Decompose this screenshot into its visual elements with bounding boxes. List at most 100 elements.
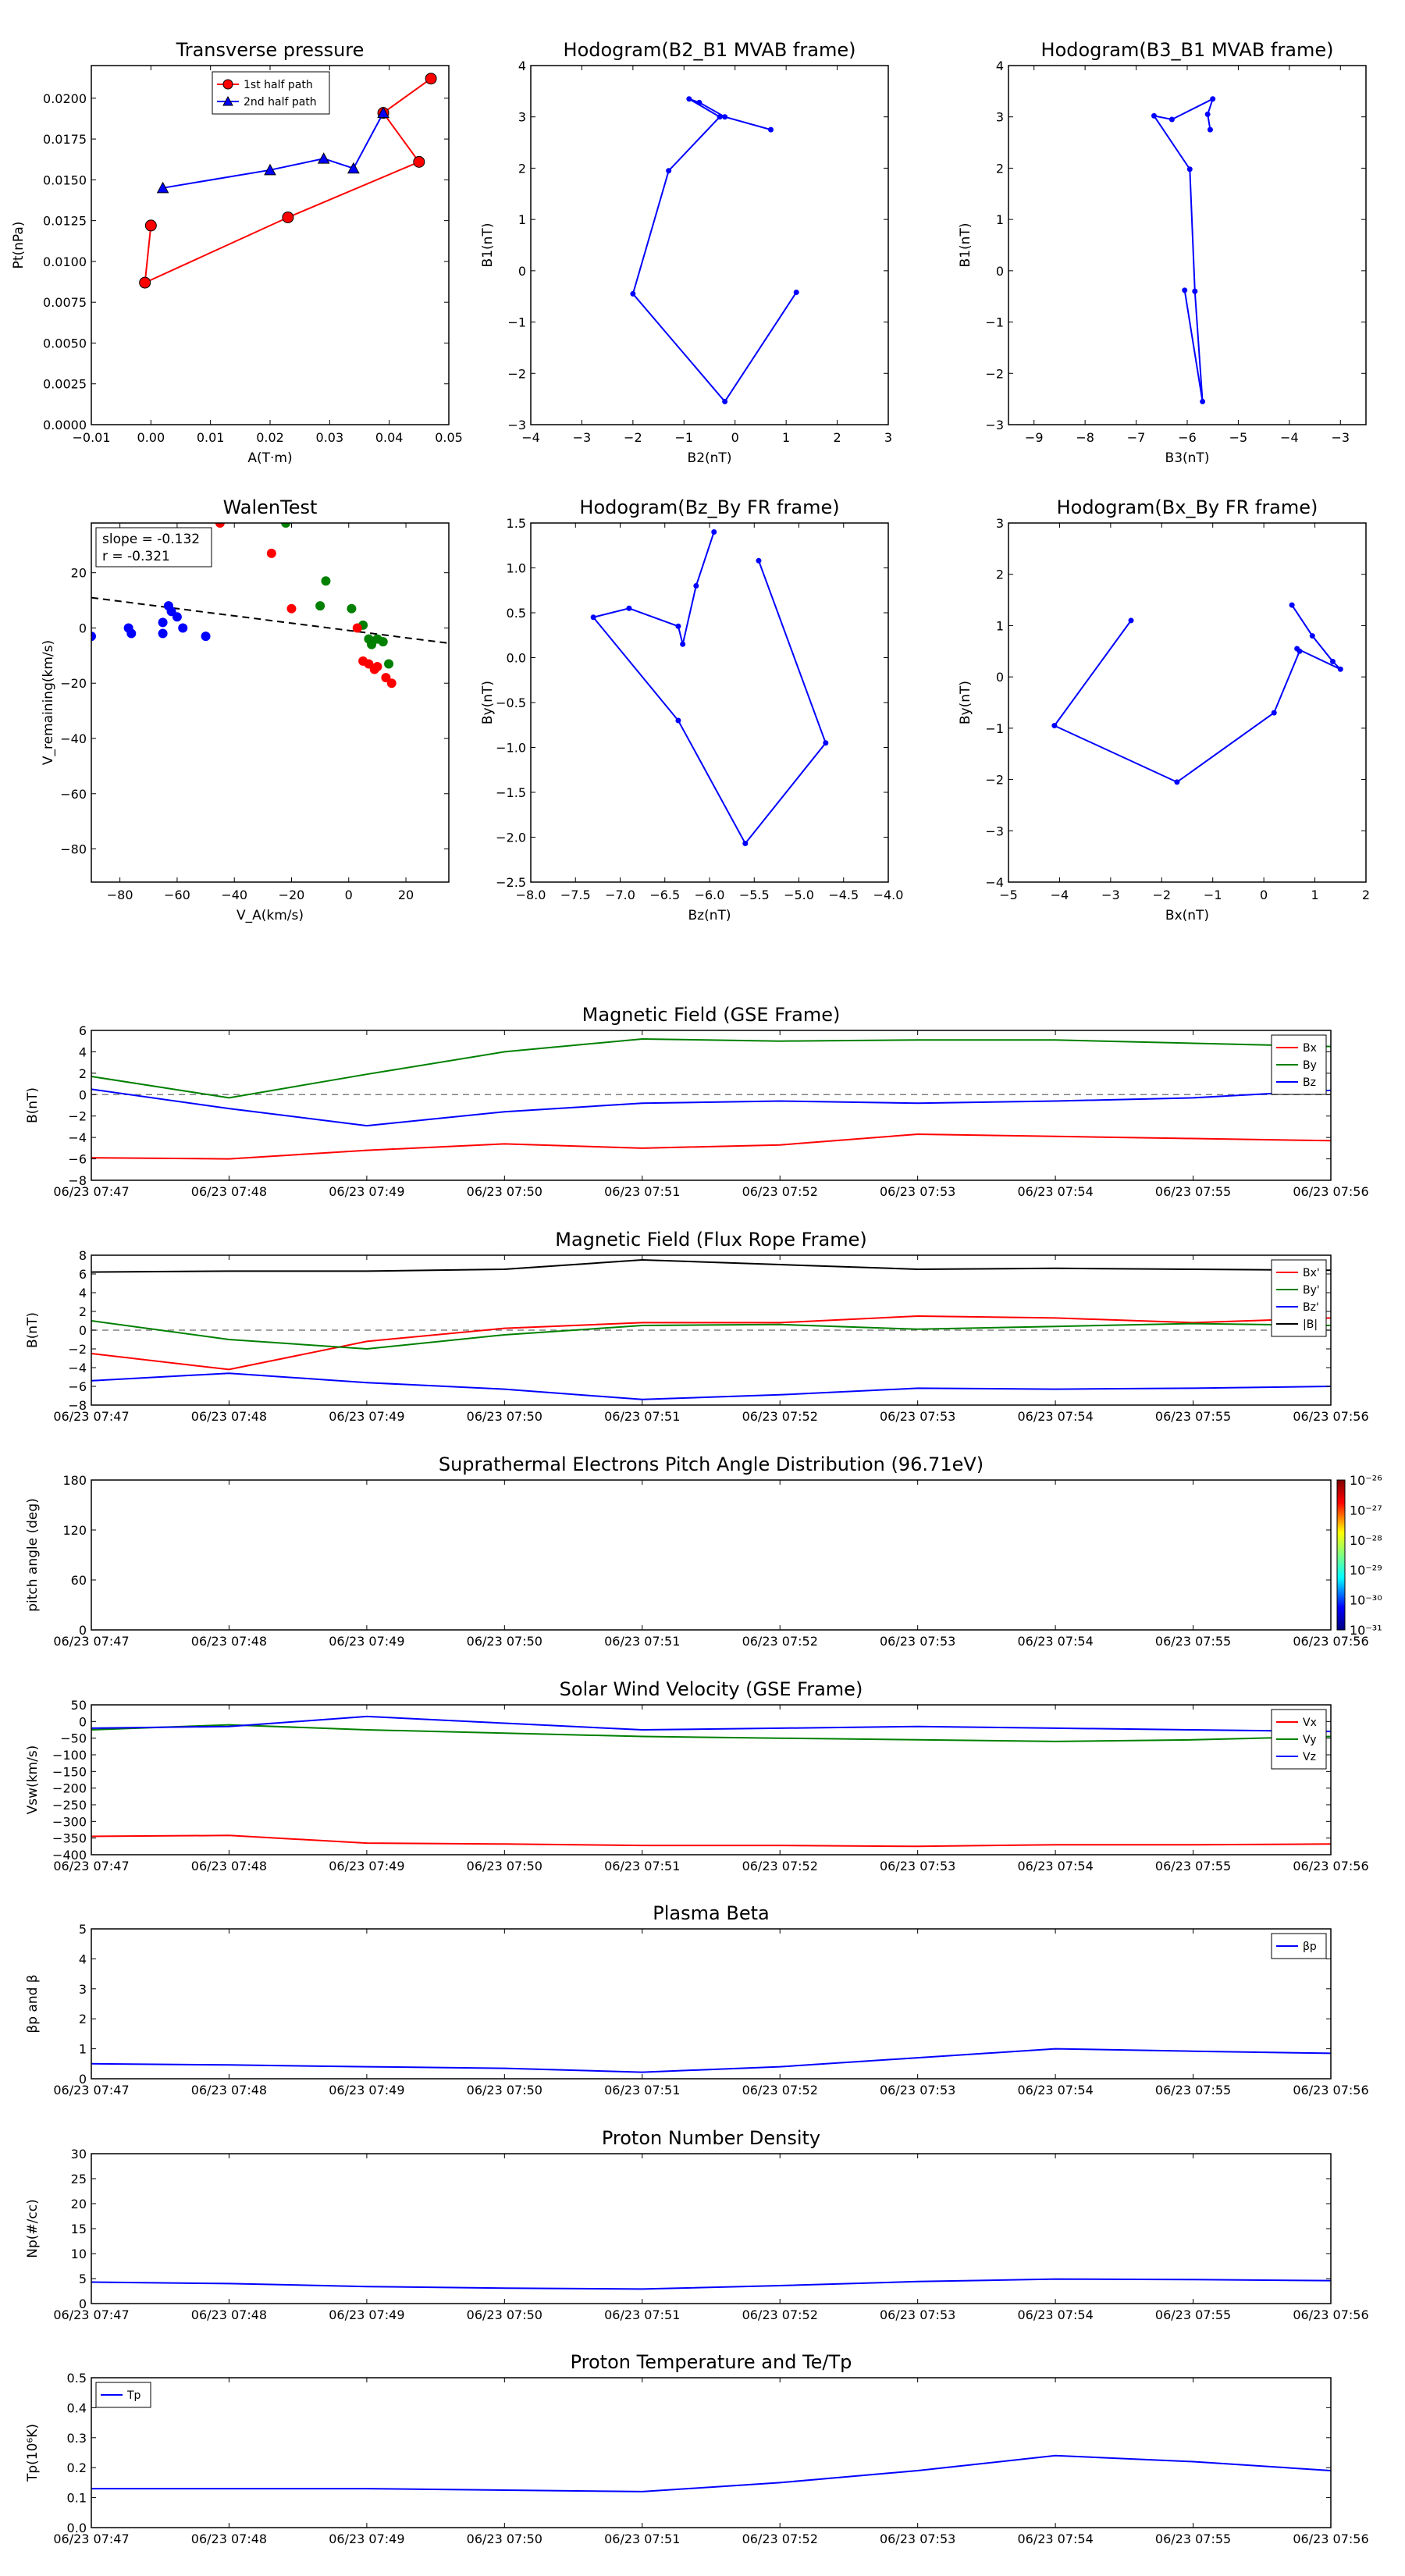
plot-frame (91, 1254, 1332, 1406)
y-tick-label: 1 (518, 212, 526, 227)
y-axis-label: Np(#/cc) (25, 2199, 41, 2258)
chart-title: Suprathermal Electrons Pitch Angle Distr… (439, 1453, 984, 1475)
y-tick-label: 0 (79, 1714, 87, 1729)
data-point (201, 632, 211, 642)
y-axis-label: pitch angle (deg) (25, 1498, 41, 1612)
series-line-1 (91, 1724, 1331, 1742)
x-tick-label: 06/23 07:55 (1155, 1184, 1231, 1199)
y-tick-label: 15 (71, 2222, 87, 2236)
x-tick-label: 06/23 07:48 (191, 1634, 267, 1649)
data-layer (91, 1037, 1331, 1160)
x-tick-label: 06/23 07:50 (467, 1184, 542, 1199)
y-tick-label: 0.2 (67, 2460, 87, 2475)
y-tick-label: −1.5 (496, 785, 526, 800)
y-tick-label: 0.5 (67, 2371, 87, 2386)
data-point (696, 99, 702, 105)
x-tick-label: 06/23 07:56 (1293, 2532, 1368, 2546)
x-tick-label: −4 (1051, 888, 1069, 902)
data-point (178, 623, 188, 633)
y-tick-label: −300 (52, 1814, 87, 1829)
y-tick-label: 0 (79, 1623, 87, 1638)
data-point (1051, 723, 1058, 729)
data-point (1337, 666, 1343, 672)
y-tick-label: 30 (71, 2147, 87, 2161)
plot-frame (91, 1479, 1332, 1631)
y-tick-label: 25 (71, 2172, 87, 2186)
x-tick-label: 0.02 (256, 430, 284, 445)
plot-frame (530, 522, 889, 883)
data-point (742, 841, 749, 847)
x-tick-label: 06/23 07:54 (1017, 2307, 1093, 2322)
y-tick-label: −4 (68, 1130, 87, 1145)
x-tick-label: 06/23 07:54 (1017, 1634, 1093, 1649)
legend: Bx By Bz (1271, 1034, 1327, 1095)
x-tick-label: −1 (1204, 888, 1222, 902)
series-line-2 (91, 1372, 1331, 1400)
data-point (1294, 646, 1300, 652)
chart-vsw: Solar Wind Velocity (GSE Frame) 06/23 07:… (25, 1678, 1369, 1873)
data-point (1210, 96, 1216, 102)
data-point (158, 617, 168, 628)
series-line-1 (91, 1320, 1331, 1350)
y-tick-label: 0.0025 (43, 377, 87, 392)
x-tick-label: 20 (398, 888, 414, 902)
x-tick-label: 06/23 07:47 (53, 1184, 129, 1199)
x-tick-label: 06/23 07:47 (53, 2532, 129, 2546)
x-tick-label: 0.05 (435, 430, 463, 445)
legend-label: By (1303, 1059, 1317, 1072)
x-tick-label: 06/23 07:55 (1155, 2532, 1231, 2546)
x-axis-label: B2(nT) (688, 450, 732, 466)
x-tick-label: −2 (624, 430, 642, 445)
y-tick-label: −0.5 (496, 696, 526, 710)
chart-h2: Hodogram(B3_B1 MVAB frame) −9 −8 −7 −6 −5 −4 −3… (958, 39, 1367, 466)
x-tick-label: −4.0 (873, 888, 904, 902)
x-tick-label: 1 (1311, 888, 1318, 902)
x-tick-label: 06/23 07:56 (1293, 2307, 1368, 2322)
x-tick-label: −7.5 (560, 888, 591, 902)
y-axis-label: Vsw(km/s) (25, 1745, 41, 1815)
legend: Tp (95, 2382, 151, 2408)
data-point (139, 276, 151, 289)
x-tick-label: 06/23 07:50 (467, 2532, 542, 2546)
data-point (1271, 710, 1277, 716)
x-axis-label: A(T·m) (247, 450, 292, 466)
x-tick-label: 06/23 07:51 (604, 2307, 680, 2322)
x-tick-label: 06/23 07:50 (467, 2083, 542, 2097)
data-point (1207, 126, 1213, 133)
y-tick-label: 2 (996, 161, 1004, 176)
y-tick-label: −50 (60, 1731, 87, 1746)
x-tick-label: 06/23 07:55 (1155, 1634, 1231, 1649)
y-tick-label: 0.1 (67, 2491, 87, 2506)
y-tick-label: −150 (52, 1764, 87, 1779)
data-point (282, 211, 294, 223)
x-tick-label: −0.01 (72, 430, 110, 445)
series-line-0 (144, 77, 432, 284)
chart-title: Plasma Beta (653, 1902, 769, 1924)
data-point (378, 637, 388, 647)
legend-label: Bx (1303, 1042, 1317, 1055)
data-point (793, 289, 799, 295)
legend-label: 1st half path (244, 79, 313, 91)
data-point (158, 628, 168, 639)
y-tick-label: 0 (996, 670, 1004, 685)
y-tick-label: 1.5 (507, 516, 526, 531)
x-tick-label: −4 (521, 430, 540, 445)
x-tick-label: 06/23 07:55 (1155, 1409, 1231, 1424)
legend-label: Bx' (1303, 1267, 1320, 1279)
data-point (172, 612, 182, 622)
x-tick-label: −1 (674, 430, 693, 445)
x-tick-label: 06/23 07:48 (191, 1409, 267, 1424)
series-line-0 (91, 1315, 1331, 1371)
x-tick-label: 2 (833, 430, 841, 445)
series-line-0 (1152, 97, 1215, 402)
x-tick-label: −5 (999, 888, 1018, 902)
y-tick-label: 0.0125 (43, 214, 87, 229)
y-axis-label: Tp(10⁶K) (25, 2424, 41, 2482)
x-tick-label: 0 (731, 430, 739, 445)
chart-np: Proton Number Density 06/23 07:47 06/23 07… (25, 2127, 1369, 2322)
x-tick-label: 06/23 07:54 (1017, 2083, 1093, 2097)
y-tick-label: 0.0 (67, 2521, 87, 2535)
chart-h3: Hodogram(Bz_By FR frame) −8.0 −7.5 −7.0 −6.5… (480, 496, 903, 923)
y-tick-label: −3 (985, 418, 1004, 432)
